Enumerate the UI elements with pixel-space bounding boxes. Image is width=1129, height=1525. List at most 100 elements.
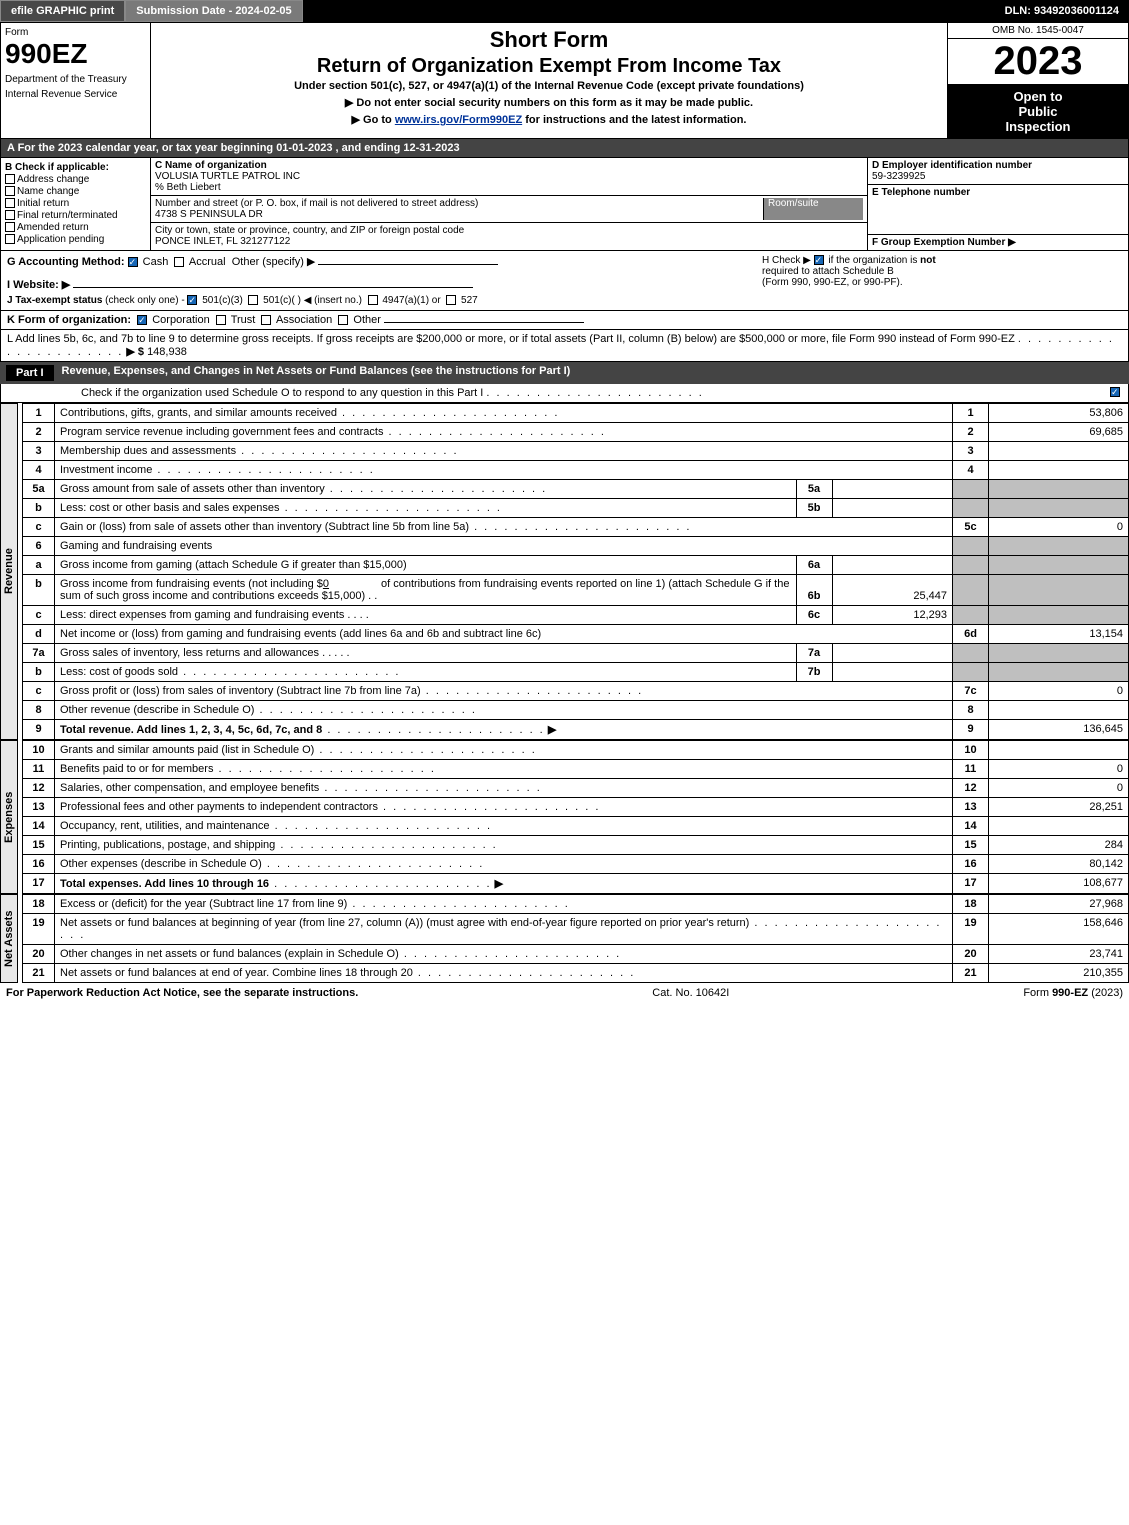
line-6b: bGross income from fundraising events (n… — [23, 575, 1129, 606]
trust-label: Trust — [231, 314, 256, 326]
care-of: % Beth Liebert — [155, 182, 863, 193]
right-header-col: OMB No. 1545-0047 2023 Open to Public In… — [948, 23, 1128, 138]
form-id-box: Form 990EZ Department of the Treasury In… — [1, 23, 151, 138]
chk-final-return[interactable]: Final return/terminated — [5, 210, 146, 221]
form-number: 990EZ — [5, 38, 146, 70]
org-name: VOLUSIA TURTLE PATROL INC — [155, 171, 863, 182]
chk-trust[interactable] — [216, 315, 226, 325]
chk-corporation[interactable] — [137, 315, 147, 325]
line-12: 12Salaries, other compensation, and empl… — [23, 779, 1129, 798]
chk-schedule-o[interactable] — [1110, 387, 1120, 397]
irs-link[interactable]: www.irs.gov/Form990EZ — [395, 114, 522, 126]
line-7b: bLess: cost of goods sold7b — [23, 663, 1129, 682]
k-line: K Form of organization: Corporation Trus… — [0, 311, 1129, 330]
expenses-section: Expenses 10Grants and similar amounts pa… — [0, 740, 1129, 894]
527-label: 527 — [461, 295, 478, 306]
top-bar: efile GRAPHIC print Submission Date - 20… — [0, 0, 1129, 22]
i-website-label: I Website: ▶ — [7, 279, 70, 291]
501c-label: 501(c)( ) ◀ (insert no.) — [263, 295, 362, 306]
chk-other-org[interactable] — [338, 315, 348, 325]
chk-address-change[interactable]: Address change — [5, 174, 146, 185]
chk-name-change[interactable]: Name change — [5, 186, 146, 197]
efile-print-button[interactable]: efile GRAPHIC print — [0, 0, 125, 22]
tax-year: 2023 — [948, 39, 1128, 85]
l-value: 148,938 — [147, 346, 187, 358]
chk-amended-return[interactable]: Amended return — [5, 222, 146, 233]
addr-value: 4738 S PENINSULA DR — [155, 209, 763, 220]
inspection-line2: Public — [952, 104, 1124, 119]
line-5c: cGain or (loss) from sale of assets othe… — [23, 518, 1129, 537]
instr-ssn: ▶ Do not enter social security numbers o… — [155, 96, 943, 109]
short-form-title: Short Form — [155, 27, 943, 53]
line-2: 2Program service revenue including gover… — [23, 423, 1129, 442]
h-label: H Check ▶ — [762, 255, 811, 266]
dept-irs: Internal Revenue Service — [5, 89, 146, 100]
h-not: not — [920, 255, 936, 266]
chk-527[interactable] — [446, 295, 456, 305]
ein-value: 59-3239925 — [872, 171, 1124, 182]
chk-501c[interactable] — [248, 295, 258, 305]
revenue-section: Revenue 1Contributions, gifts, grants, a… — [0, 403, 1129, 740]
title-box: Short Form Return of Organization Exempt… — [151, 23, 948, 138]
assoc-label: Association — [276, 314, 332, 326]
other-specify-label: Other (specify) ▶ — [232, 256, 316, 268]
l-line: L Add lines 5b, 6c, and 7b to line 9 to … — [0, 330, 1129, 362]
org-name-label: C Name of organization — [155, 160, 863, 171]
l-text: L Add lines 5b, 6c, and 7b to line 9 to … — [7, 333, 1015, 345]
part1-check-text: Check if the organization used Schedule … — [81, 387, 483, 399]
k-label: K Form of organization: — [7, 314, 131, 326]
part1-label: Part I — [6, 365, 54, 381]
chk-initial-return[interactable]: Initial return — [5, 198, 146, 209]
line-1: 1Contributions, gifts, grants, and simil… — [23, 404, 1129, 423]
part1-check-line: Check if the organization used Schedule … — [0, 384, 1129, 403]
ein-row: D Employer identification number 59-3239… — [868, 158, 1128, 185]
chk-schedule-b[interactable] — [814, 255, 824, 265]
dept-treasury: Department of the Treasury — [5, 74, 146, 85]
city-value: PONCE INLET, FL 321277122 — [155, 236, 863, 247]
section-b: B Check if applicable: Address change Na… — [1, 158, 151, 250]
gh-section: G Accounting Method: Cash Accrual Other … — [0, 251, 1129, 311]
g-accounting: G Accounting Method: Cash Accrual Other … — [7, 255, 762, 306]
line-16: 16Other expenses (describe in Schedule O… — [23, 855, 1129, 874]
chk-cash[interactable] — [128, 257, 138, 267]
part1-header: Part I Revenue, Expenses, and Changes in… — [0, 362, 1129, 384]
chk-501c3[interactable] — [187, 295, 197, 305]
row-a-tax-year: A For the 2023 calendar year, or tax yea… — [0, 139, 1129, 158]
revenue-table: 1Contributions, gifts, grants, and simil… — [22, 403, 1129, 740]
main-title: Return of Organization Exempt From Incom… — [155, 55, 943, 78]
chk-application-pending[interactable]: Application pending — [5, 234, 146, 245]
j-label: J Tax-exempt status — [7, 295, 102, 306]
city-label: City or town, state or province, country… — [155, 225, 863, 236]
l-arrow: ▶ $ — [126, 346, 144, 358]
cash-label: Cash — [143, 256, 169, 268]
section-def: D Employer identification number 59-3239… — [868, 158, 1128, 250]
chk-accrual[interactable] — [174, 257, 184, 267]
chk-4947[interactable] — [368, 295, 378, 305]
line-20: 20Other changes in net assets or fund ba… — [23, 945, 1129, 964]
line-17: 17Total expenses. Add lines 10 through 1… — [23, 874, 1129, 894]
h-text3: (Form 990, 990-EZ, or 990-PF). — [762, 277, 903, 288]
line-14: 14Occupancy, rent, utilities, and mainte… — [23, 817, 1129, 836]
accrual-label: Accrual — [189, 256, 226, 268]
footer-right: Form 990-EZ (2023) — [1023, 987, 1123, 999]
chk-association[interactable] — [261, 315, 271, 325]
h-text2: required to attach Schedule B — [762, 266, 894, 277]
addr-row: Number and street (or P. O. box, if mail… — [151, 196, 867, 223]
line-9: 9Total revenue. Add lines 1, 2, 3, 4, 5c… — [23, 720, 1129, 740]
revenue-side-label: Revenue — [0, 403, 18, 740]
instr-link-row: ▶ Go to www.irs.gov/Form990EZ for instru… — [155, 113, 943, 126]
line-6d: dNet income or (loss) from gaming and fu… — [23, 625, 1129, 644]
expenses-table: 10Grants and similar amounts paid (list … — [22, 740, 1129, 894]
inspection-line1: Open to — [952, 89, 1124, 104]
instr-pre: ▶ Go to — [352, 114, 395, 126]
city-row: City or town, state or province, country… — [151, 223, 867, 249]
omb-number: OMB No. 1545-0047 — [948, 23, 1128, 39]
section-b-title: B Check if applicable: — [5, 162, 146, 173]
line-5a: 5aGross amount from sale of assets other… — [23, 480, 1129, 499]
netassets-side-label: Net Assets — [0, 894, 18, 983]
501c3-label: 501(c)(3) — [202, 295, 243, 306]
ein-label: D Employer identification number — [872, 160, 1124, 171]
part1-title: Revenue, Expenses, and Changes in Net As… — [62, 365, 571, 381]
subtitle: Under section 501(c), 527, or 4947(a)(1)… — [155, 80, 943, 92]
line-11: 11Benefits paid to or for members110 — [23, 760, 1129, 779]
